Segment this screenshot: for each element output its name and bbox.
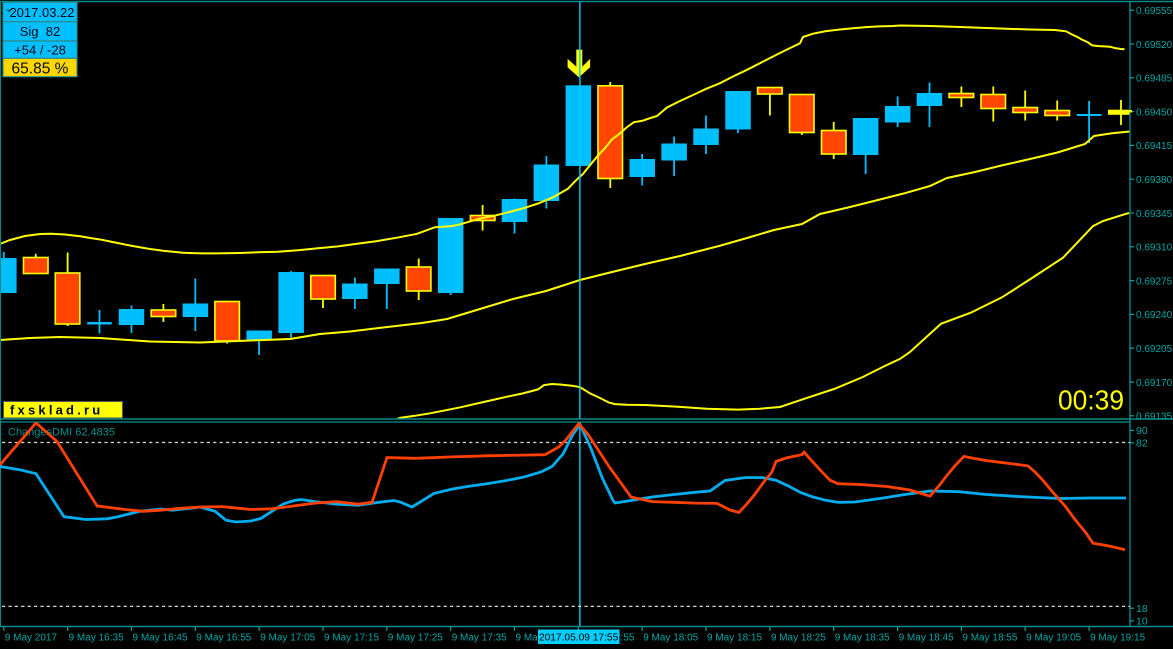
svg-text:0.69380: 0.69380 — [1136, 175, 1173, 186]
svg-text:0.69345: 0.69345 — [1136, 209, 1173, 220]
svg-text:9 May 17:15: 9 May 17:15 — [324, 633, 379, 644]
svg-text:9 May 18:45: 9 May 18:45 — [899, 633, 954, 644]
svg-text:ChangesDMI 62.4835: ChangesDMI 62.4835 — [8, 427, 115, 439]
svg-text:9 May 18:55: 9 May 18:55 — [962, 633, 1017, 644]
svg-text:9 May 19:05: 9 May 19:05 — [1026, 633, 1081, 644]
svg-text:0.69415: 0.69415 — [1136, 141, 1173, 152]
svg-text:2017.03.22: 2017.03.22 — [9, 5, 74, 20]
svg-text:82: 82 — [1136, 438, 1148, 450]
svg-text:+54 / -28: +54 / -28 — [14, 43, 66, 58]
svg-text:2017.05.09 17:55: 2017.05.09 17:55 — [539, 633, 619, 644]
svg-text:10: 10 — [1136, 616, 1148, 628]
svg-text:9 May 16:35: 9 May 16:35 — [69, 633, 124, 644]
svg-text:9 May 18:35: 9 May 18:35 — [835, 633, 890, 644]
svg-text:0.69555: 0.69555 — [1136, 6, 1173, 17]
svg-text:0.69135: 0.69135 — [1136, 412, 1173, 423]
svg-text:9 May 17:35: 9 May 17:35 — [452, 633, 507, 644]
svg-text:00:39: 00:39 — [1058, 385, 1124, 416]
svg-text:0.69485: 0.69485 — [1136, 74, 1173, 85]
svg-text:18: 18 — [1136, 603, 1148, 615]
svg-text:9 May 18:25: 9 May 18:25 — [771, 633, 826, 644]
svg-text:9 May 18:15: 9 May 18:15 — [707, 633, 762, 644]
svg-text:0.69450: 0.69450 — [1136, 107, 1173, 118]
svg-text:9 May 2017: 9 May 2017 — [5, 633, 58, 644]
svg-text:0.69275: 0.69275 — [1136, 276, 1173, 287]
svg-text:0.69170: 0.69170 — [1136, 378, 1173, 389]
svg-text:0.69520: 0.69520 — [1136, 40, 1173, 51]
svg-text:Sig 82: Sig 82 — [20, 24, 60, 39]
svg-text:9 May 17:05: 9 May 17:05 — [260, 633, 315, 644]
svg-text:0.69205: 0.69205 — [1136, 344, 1173, 355]
svg-text:9 May 17:25: 9 May 17:25 — [388, 633, 443, 644]
svg-text:9 May 16:55: 9 May 16:55 — [196, 633, 251, 644]
svg-text:65.85 %: 65.85 % — [12, 60, 69, 77]
svg-text:fxsklad.ru: fxsklad.ru — [10, 403, 103, 418]
svg-text:90: 90 — [1136, 425, 1148, 437]
svg-text:9 May 16:45: 9 May 16:45 — [133, 633, 188, 644]
svg-text:9 May 19:15: 9 May 19:15 — [1090, 633, 1145, 644]
svg-text:0.69240: 0.69240 — [1136, 310, 1173, 321]
svg-text:0.69310: 0.69310 — [1136, 243, 1173, 254]
svg-text:9 May 18:05: 9 May 18:05 — [643, 633, 698, 644]
